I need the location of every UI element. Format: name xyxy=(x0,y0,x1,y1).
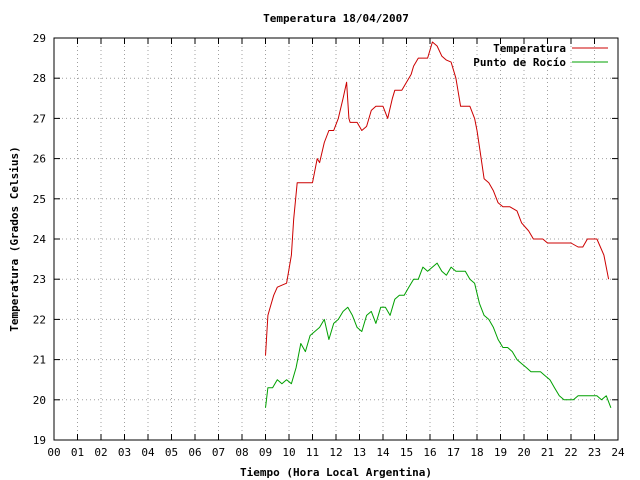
x-tick-label: 15 xyxy=(400,446,413,459)
y-tick-label: 27 xyxy=(33,112,46,125)
chart-title: Temperatura 18/04/2007 xyxy=(263,12,409,25)
series-lines xyxy=(265,41,612,408)
y-tick-label: 29 xyxy=(33,32,46,45)
x-tick-label: 22 xyxy=(564,446,577,459)
y-tick-label: 25 xyxy=(33,193,46,206)
x-tick-label: 01 xyxy=(71,446,84,459)
legend-label: Temperatura xyxy=(493,42,566,55)
x-tick-label: 17 xyxy=(447,446,460,459)
grid-lines xyxy=(54,38,618,440)
x-tick-label: 04 xyxy=(141,446,155,459)
y-axis-label: Temperatura (Grados Celsius) xyxy=(8,146,21,331)
x-tick-label: 13 xyxy=(353,446,366,459)
y-tick-label: 26 xyxy=(33,153,46,166)
x-tick-label: 14 xyxy=(376,446,390,459)
plot-frame xyxy=(53,37,619,441)
y-tick-label: 19 xyxy=(33,434,46,447)
x-tick-label: 11 xyxy=(306,446,319,459)
axis-ticks: 00 01 02 03 04 05 06 07 08 09 10 11 12 13 14 15 16 17 18 19… xyxy=(33,32,625,459)
x-tick-label: 19 xyxy=(494,446,507,459)
x-tick-label: 12 xyxy=(329,446,342,459)
x-tick-label: 05 xyxy=(165,446,178,459)
x-tick-label: 09 xyxy=(259,446,272,459)
x-tick-label: 23 xyxy=(588,446,601,459)
x-tick-label: 16 xyxy=(423,446,436,459)
x-tick-label: 02 xyxy=(94,446,107,459)
y-tick-label: 20 xyxy=(33,394,46,407)
legend-label: Punto de Rocío xyxy=(473,56,566,69)
y-tick-label: 23 xyxy=(33,273,46,286)
y-tick-label: 24 xyxy=(33,233,47,246)
x-tick-label: 24 xyxy=(611,446,625,459)
x-tick-label: 03 xyxy=(118,446,131,459)
x-tick-label: 18 xyxy=(470,446,483,459)
x-tick-label: 06 xyxy=(188,446,201,459)
y-tick-label: 28 xyxy=(33,72,46,85)
x-tick-label: 20 xyxy=(517,446,530,459)
x-tick-label: 07 xyxy=(212,446,225,459)
series-line-2 xyxy=(265,262,612,408)
x-tick-label: 21 xyxy=(541,446,554,459)
x-axis-label: Tiempo (Hora Local Argentina) xyxy=(240,466,432,479)
y-tick-label: 22 xyxy=(33,313,46,326)
y-tick-label: 21 xyxy=(33,354,46,367)
x-tick-label: 08 xyxy=(235,446,248,459)
series-line-1 xyxy=(265,41,610,356)
x-tick-label: 10 xyxy=(282,446,295,459)
x-tick-label: 00 xyxy=(47,446,60,459)
